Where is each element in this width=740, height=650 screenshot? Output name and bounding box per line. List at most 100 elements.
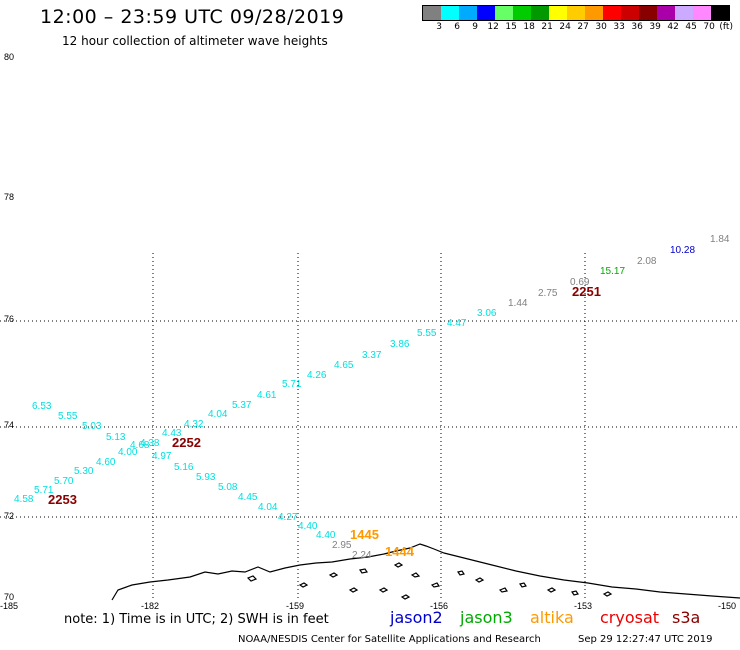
island-10 [519,582,527,588]
wave-height-label: 2.95 [332,540,352,551]
legend-swatch [603,6,621,20]
island-17 [348,587,359,593]
legend-swatch [693,6,711,20]
chart-subtitle: 12 hour collection of altimeter wave hei… [62,34,328,48]
lat-label-78: 78 [4,192,14,202]
island-1 [246,575,258,582]
pass-time-label: 1444 [385,544,415,559]
legend-label: 3 [436,22,442,32]
legend-label: 21 [541,22,553,32]
legend-swatch [459,6,477,20]
legend-swatch [513,6,531,20]
legend-swatch [711,6,729,20]
pass-time-labels: 2253 2252 2251 1445 1444 [48,284,601,559]
lat-grid [0,320,740,518]
wave-height-label: 3.86 [390,339,410,350]
wave-height-label: 5.55 [417,328,437,339]
island-15 [400,594,411,600]
island-8 [474,577,485,583]
wave-height-label: 4.04 [208,409,228,420]
legend-label: 6 [454,22,460,32]
wave-height-label: 15.17 [600,266,625,277]
footer-note: note: 1) Time is in UTC; 2) SWH is in fe… [64,612,329,627]
color-scale-labels: 3 6 9 12 15 18 21 24 27 30 33 36 39 42 45 70 (ft) [422,22,740,34]
wave-height-label: 4.65 [334,360,354,371]
wave-height-label: 5.93 [196,472,216,483]
lat-label-74: 74 [4,420,14,430]
lon-label-156: -156 [430,601,448,611]
wave-height-label: 5.13 [106,432,126,443]
legend-swatch [585,6,603,20]
satellite-jason2: jason2 [390,608,443,627]
credit-text: NOAA/NESDIS Center for Satellite Applica… [238,634,541,645]
legend-label: 15 [505,22,517,32]
wave-height-label: 2.08 [637,256,657,267]
island-6 [430,582,440,588]
wave-height-label: 10.28 [670,245,695,256]
wave-height-label: 4.45 [238,492,258,503]
legend-label: 39 [649,22,661,32]
wave-height-label: 4.60 [96,457,116,468]
island-9 [498,587,508,593]
wave-height-label: 4.68 [130,440,150,451]
alaska-coastline [111,543,740,601]
satellite-cryosat: cryosat [600,608,660,627]
legend-swatch [495,6,513,20]
island-4 [393,562,404,568]
wave-height-label: 3.06 [477,308,497,319]
legend-label: 70 [703,22,715,32]
island-12 [571,590,579,596]
island-3 [359,568,368,574]
lat-label-80: 80 [4,52,14,62]
legend-label: (ft) [719,22,733,32]
legend-swatch [531,6,549,20]
legend-swatch [549,6,567,20]
legend-label: 9 [472,22,478,32]
island-2 [328,572,339,578]
legend-swatch [621,6,639,20]
pass-time-label: 2252 [172,435,201,450]
lon-label-153: -153 [574,601,592,611]
wave-height-label: 4.40 [316,530,336,541]
wave-height-label: 5.08 [218,482,238,493]
pass-time-label: 1445 [350,527,379,542]
wave-height-label: 4.00 [118,447,138,458]
legend-label: 42 [667,22,679,32]
wave-height-label: 4.38 [140,438,160,449]
pass-time-label: 2251 [572,284,601,299]
lon-label-185: -185 [0,601,18,611]
wave-height-label: 4.47 [447,318,467,329]
chart-title: 12:00 – 23:59 UTC 09/28/2019 [40,6,345,28]
satellite-altika: altika [530,608,574,627]
coastline [111,543,740,601]
timestamp: Sep 29 12:27:47 UTC 2019 [578,634,713,645]
legend-label: 30 [595,22,607,32]
color-scale-legend [422,5,730,21]
lat-label-70: 70 [4,592,14,602]
wave-height-label: 5.03 [82,421,102,432]
legend-swatch [657,6,675,20]
legend-label: 24 [559,22,571,32]
wave-height-label: 1.44 [508,298,528,309]
wave-height-label: 5.37 [232,400,252,411]
wave-height-label: 5.70 [54,476,74,487]
legend-label: 33 [613,22,625,32]
wave-height-label: 4.27 [278,512,298,523]
wave-height-label: 4.26 [307,370,327,381]
wave-height-label: 1.84 [710,234,730,245]
legend-label: 12 [487,22,499,32]
legend-swatch [675,6,693,20]
wave-height-label: 5.71 [282,379,302,390]
wave-height-label: 5.16 [174,462,194,473]
legend-swatch [423,6,441,20]
wave-height-label: 2.75 [538,288,558,299]
legend-swatch [477,6,495,20]
legend-label: 18 [523,22,535,32]
lon-label-182: -182 [141,601,159,611]
lon-label-150: -150 [718,601,736,611]
island-7 [457,570,465,576]
wave-height-label: 4.32 [184,419,204,430]
satellite-s3a: s3a [672,608,701,627]
lat-label-76: 76 [4,314,14,324]
legend-label: 45 [685,22,697,32]
